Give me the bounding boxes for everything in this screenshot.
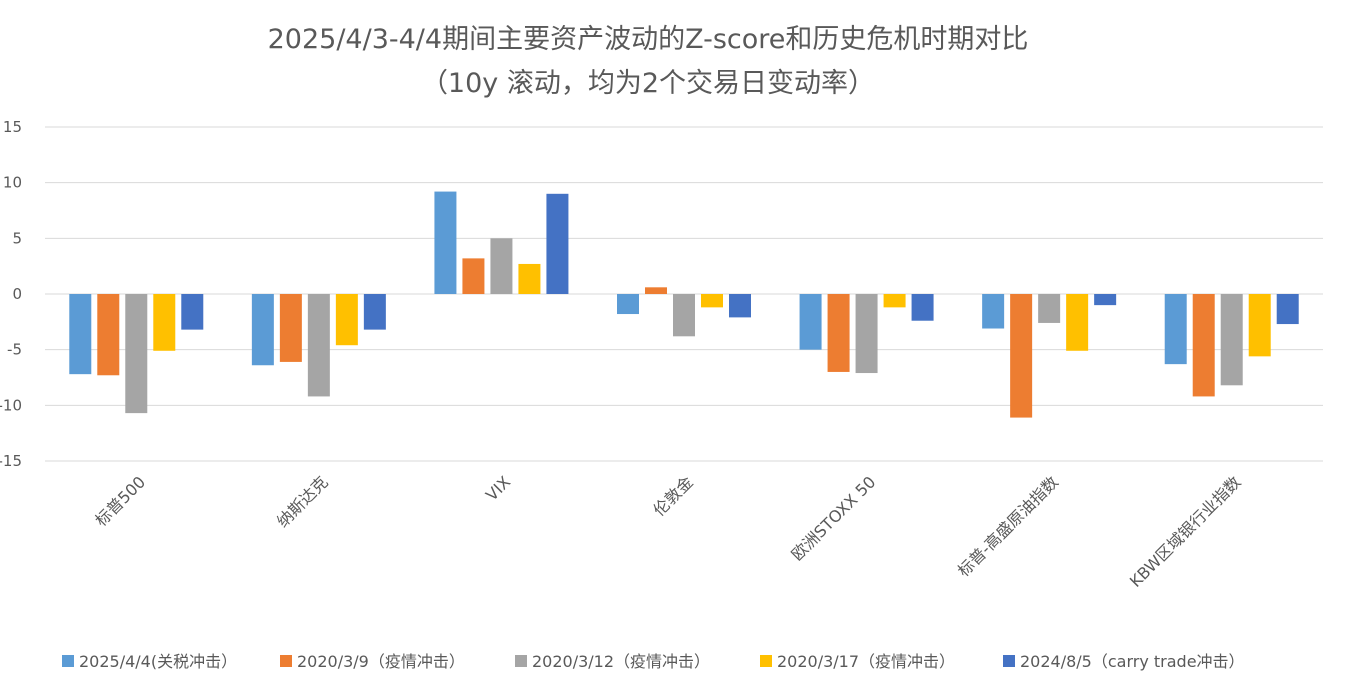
bar (883, 294, 906, 308)
bar (307, 294, 330, 397)
bar (1276, 294, 1299, 325)
bar (462, 258, 485, 294)
bar (434, 191, 457, 294)
bar (911, 294, 934, 321)
legend: 2025/4/4(关税冲击） 2020/3/9（疫情冲击） 2020/3/12（疫情… (62, 652, 1245, 671)
x-category-label: 伦敦金 (649, 472, 696, 519)
bar (1248, 294, 1271, 357)
y-tick-label: 10 (3, 174, 22, 192)
legend-label: 2020/3/9（疫情冲击） (297, 652, 465, 671)
y-tick-label: 15 (3, 118, 22, 136)
legend-label: 2020/3/17（疫情冲击） (777, 652, 955, 671)
x-axis-categories: 标普500 纳斯达克 VIX 伦敦金 欧洲STOXX 50 标普-高盛原油指数 KBW区域银… (91, 472, 1244, 591)
bar (701, 294, 723, 308)
y-tick-label: -5 (7, 341, 22, 359)
bar (855, 294, 878, 374)
bar (982, 294, 1005, 329)
legend-swatch (760, 655, 772, 667)
chart-subtitle: （10y 滚动，均为2个交易日变动率） (421, 68, 875, 99)
chart-title: 2025/4/3-4/4期间主要资产波动的Z-score和历史危机时期对比 (268, 24, 1029, 55)
bar (1038, 294, 1061, 323)
bar (1066, 294, 1089, 351)
legend-label: 2025/4/4(关税冲击） (79, 652, 237, 671)
legend-swatch (515, 655, 527, 667)
bar (799, 294, 822, 350)
bar (279, 294, 302, 362)
bar (335, 294, 358, 346)
legend-swatch (62, 655, 74, 667)
bar (490, 238, 513, 294)
bar (518, 263, 541, 294)
bar (97, 294, 120, 376)
y-tick-label: -10 (0, 396, 22, 414)
bar (827, 294, 850, 372)
x-category-label: VIX (482, 472, 514, 504)
bar (1094, 294, 1117, 306)
y-axis-ticks: 15 10 5 0 -5 -10 -15 (0, 118, 22, 470)
y-tick-label: 5 (12, 229, 22, 247)
bar (181, 294, 204, 330)
legend-swatch (1003, 655, 1015, 667)
bar (363, 294, 386, 330)
legend-swatch (280, 655, 292, 667)
legend-label: 2020/3/12（疫情冲击） (532, 652, 710, 671)
x-category-label: KBW区域银行业指数 (1126, 472, 1245, 591)
y-tick-label: -15 (0, 452, 22, 470)
bar (1192, 294, 1215, 397)
y-tick-label: 0 (12, 285, 22, 303)
x-category-label: 欧洲STOXX 50 (788, 472, 880, 564)
bar (251, 294, 274, 366)
bar (1010, 294, 1033, 418)
bar (1220, 294, 1243, 386)
legend-label: 2024/8/5（carry trade冲击） (1020, 652, 1245, 671)
x-category-label: 标普500 (91, 472, 149, 530)
bar (617, 294, 639, 315)
bars (69, 191, 1299, 418)
x-category-label: 纳斯达克 (273, 472, 332, 531)
bar (673, 294, 695, 337)
bar (729, 294, 751, 318)
bar (645, 287, 667, 294)
bar (546, 193, 569, 294)
x-category-label: 标普-高盛原油指数 (954, 472, 1062, 580)
bar (153, 294, 176, 351)
bar (69, 294, 92, 375)
bar (125, 294, 148, 414)
bar (1164, 294, 1187, 365)
